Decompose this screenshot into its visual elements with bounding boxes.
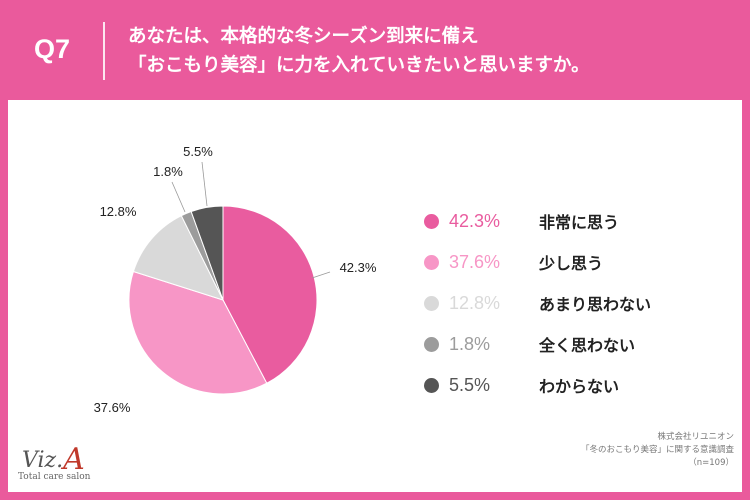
legend-item-very: 42.3% 非常に思う bbox=[424, 208, 619, 234]
legend-percent: 5.5% bbox=[449, 374, 491, 395]
slice-value-label: 37.6% bbox=[94, 400, 131, 415]
legend-label: 非常に思う bbox=[539, 213, 620, 232]
leader-line bbox=[201, 161, 208, 207]
legend-dot-icon bbox=[424, 336, 439, 352]
logo-subtitle: Total care salon bbox=[18, 472, 91, 482]
header-divider bbox=[103, 22, 105, 80]
legend-dot-icon bbox=[424, 295, 439, 311]
pie-slice bbox=[128, 270, 268, 395]
question-number: Q7 bbox=[34, 34, 71, 64]
pie-slice bbox=[132, 215, 224, 301]
legend-item-dont-know: 5.5% わからない bbox=[424, 372, 619, 398]
legend-dot-icon bbox=[424, 254, 439, 270]
legend-label: 全く思わない bbox=[539, 336, 636, 355]
logo-accent-letter: A bbox=[63, 442, 85, 477]
leader-line bbox=[311, 271, 331, 279]
slice-value-label: 12.8% bbox=[100, 204, 137, 219]
logo-main-text: Viz. bbox=[22, 448, 64, 473]
logo-wordmark: Viz.A bbox=[22, 440, 85, 477]
legend-percent: 37.6% bbox=[449, 251, 501, 272]
leader-line bbox=[171, 181, 186, 213]
slice-value-label: 1.8% bbox=[153, 164, 183, 179]
slice-value-label: 5.5% bbox=[183, 144, 213, 159]
legend-item-somewhat: 37.6% 少し思う bbox=[424, 249, 603, 275]
question-line-2: 「おこもり美容」に力を入れていきたいと思いますか。 bbox=[128, 55, 590, 76]
legend-item-not-much: 12.8% あまり思わない bbox=[424, 290, 651, 316]
source-survey: 「冬のおこもり美容」に関する意識調査 bbox=[580, 445, 734, 455]
legend-label: あまり思わない bbox=[539, 295, 652, 314]
pie-slice bbox=[190, 205, 224, 301]
slice-value-label: 42.3% bbox=[340, 260, 377, 275]
legend-percent: 42.3% bbox=[449, 210, 501, 231]
legend-percent: 1.8% bbox=[449, 333, 491, 354]
brand-logo: Viz.A Total care salon bbox=[14, 440, 124, 496]
legend-dot-icon bbox=[424, 377, 439, 393]
legend-label: 少し思う bbox=[539, 254, 604, 273]
question-line-1: あなたは、本格的な冬シーズン到来に備え bbox=[128, 26, 479, 47]
source-note: 株式会社リユニオン 「冬のおこもり美容」に関する意識調査 （n=109） bbox=[581, 431, 734, 470]
source-company: 株式会社リユニオン bbox=[657, 432, 734, 442]
legend-item-not-at-all: 1.8% 全く思わない bbox=[424, 331, 635, 357]
header: Q7 あなたは、本格的な冬シーズン到来に備え 「おこもり美容」に力を入れていきた… bbox=[0, 0, 750, 98]
legend-dot-icon bbox=[424, 213, 439, 229]
question-text: あなたは、本格的な冬シーズン到来に備え 「おこもり美容」に力を入れていきたいと思… bbox=[128, 22, 590, 80]
source-sample: （n=109） bbox=[688, 458, 734, 468]
legend-percent: 12.8% bbox=[449, 292, 501, 313]
legend-label: わからない bbox=[539, 377, 620, 396]
